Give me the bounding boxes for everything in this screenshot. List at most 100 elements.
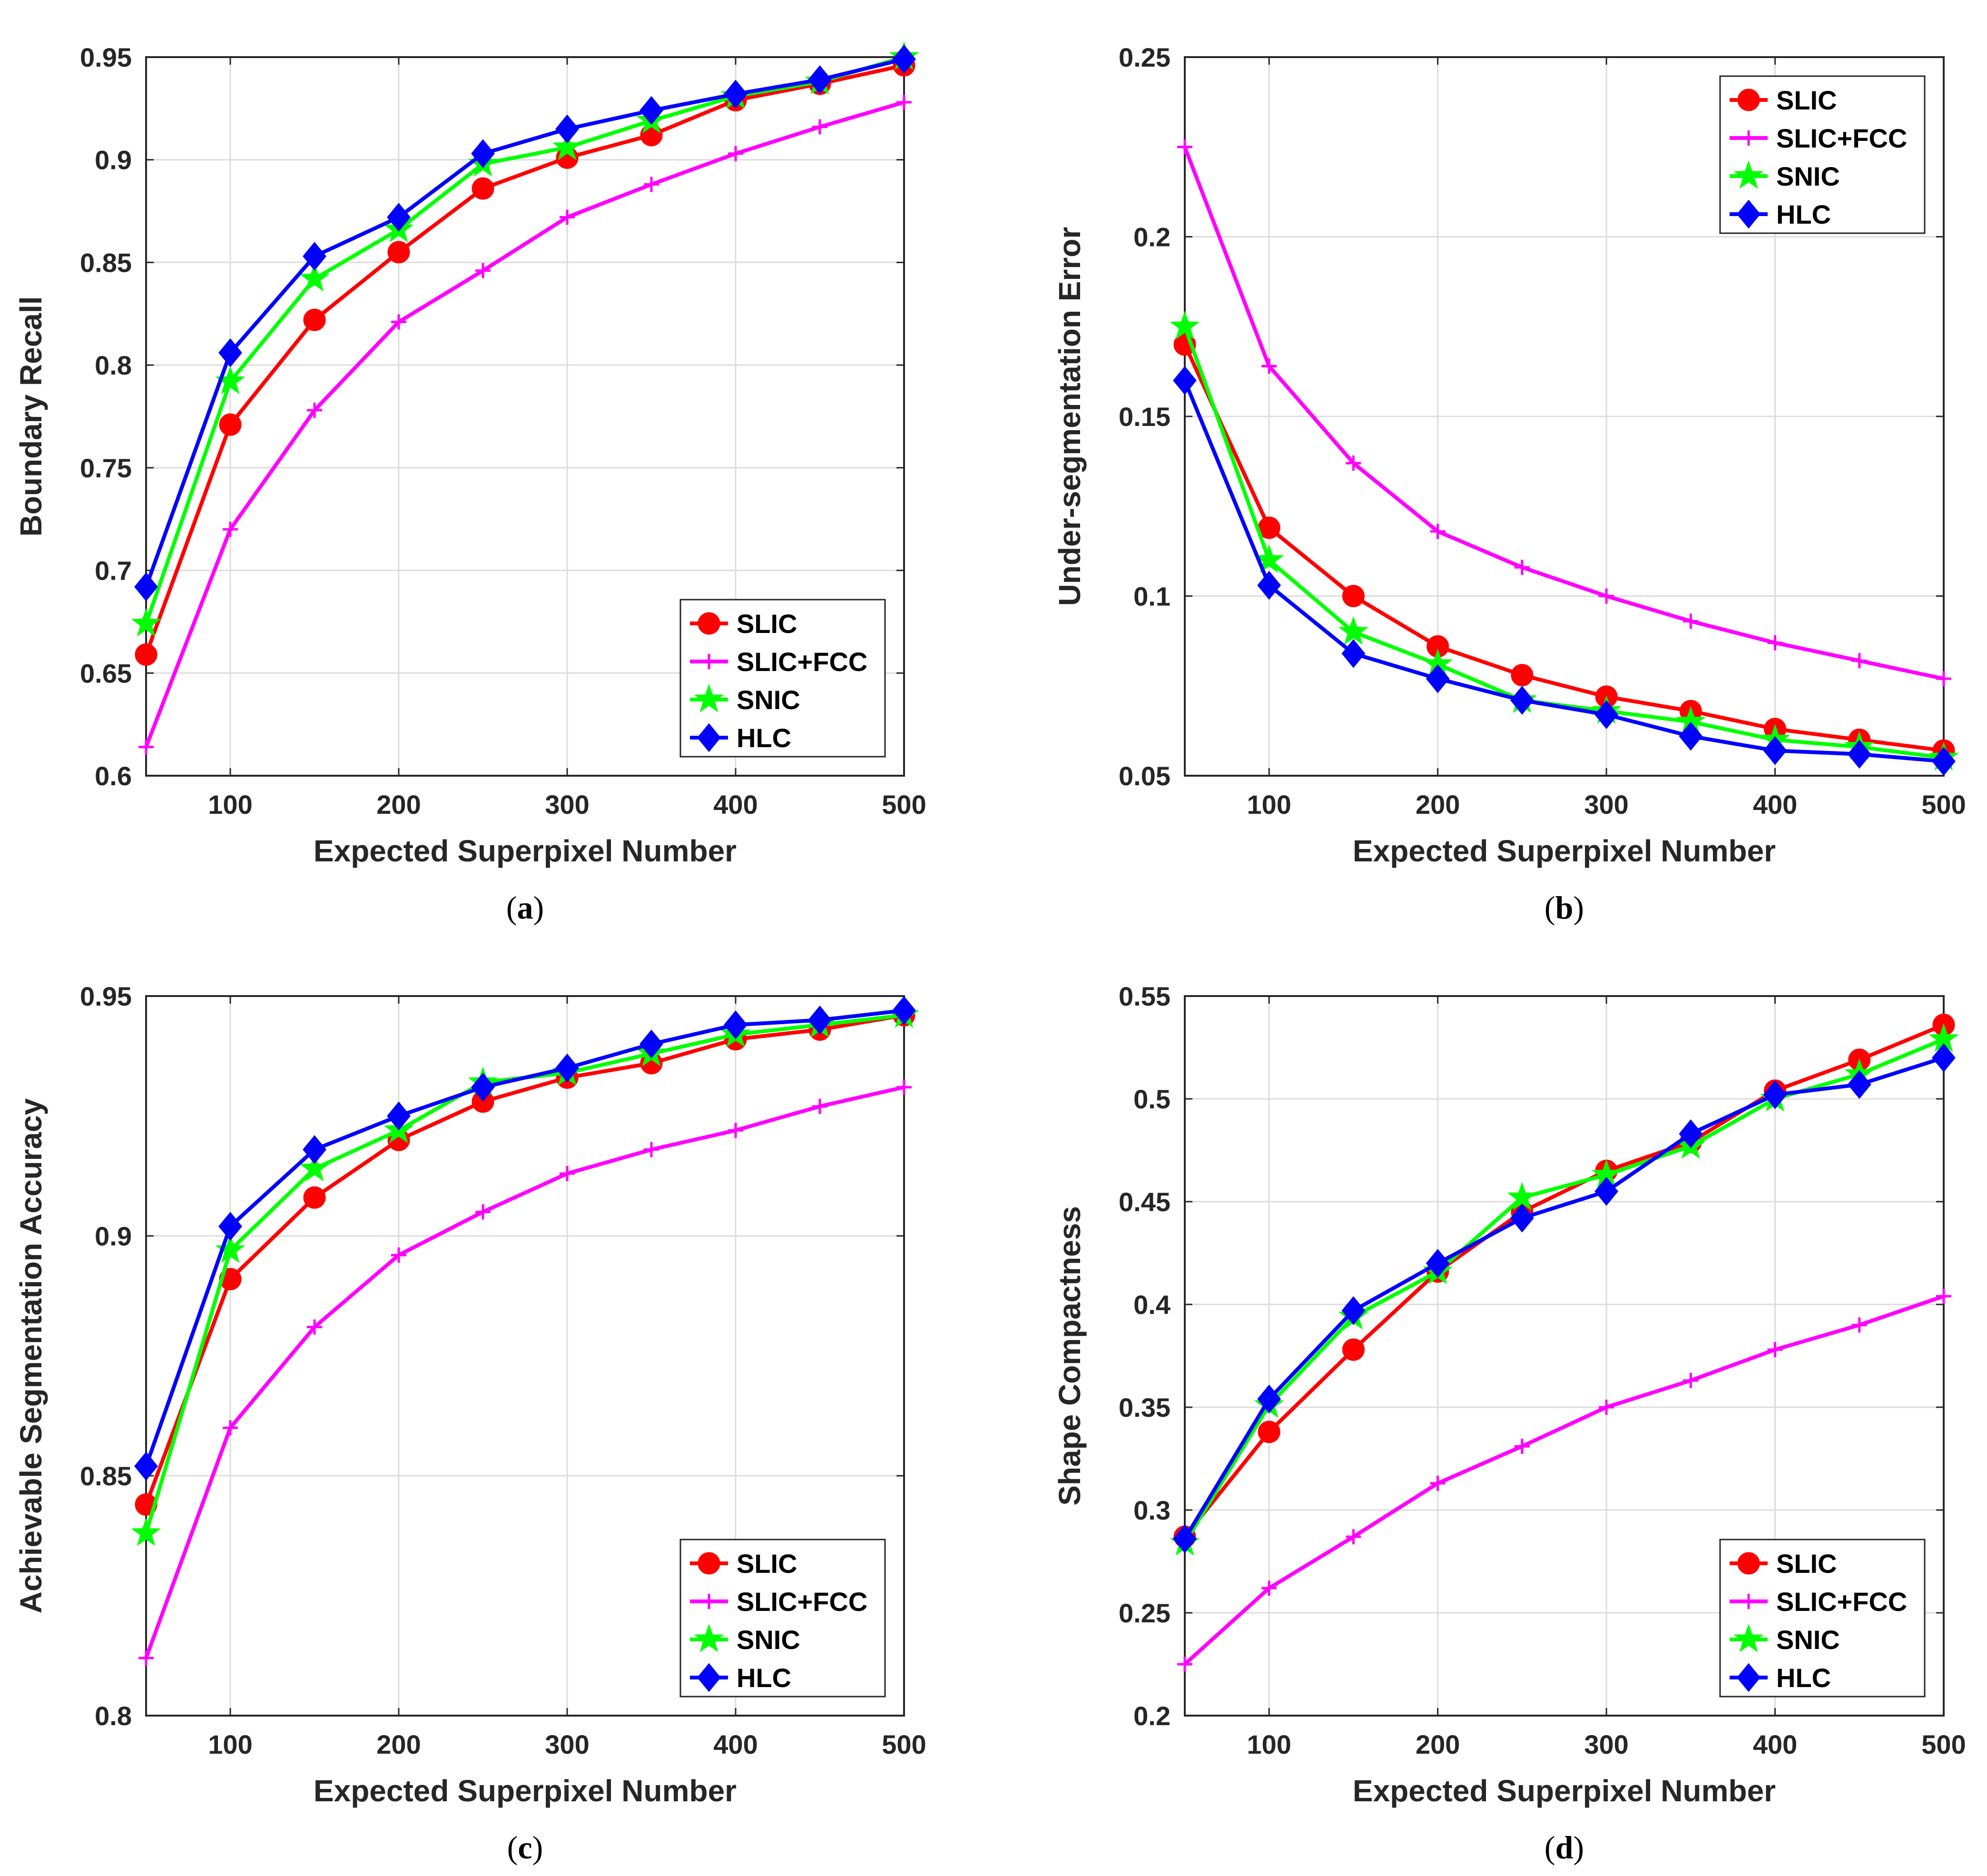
x-tick-label: 400	[1753, 1729, 1797, 1759]
data-point	[1346, 1529, 1361, 1545]
data-point	[728, 146, 743, 161]
legend-marker	[1741, 130, 1756, 146]
chart-panel-b: 100 200 300 400 500 0.05 0.1 0.15 0.2 0.25 Expecte…	[1053, 42, 1966, 926]
y-tick-label: 0.7	[95, 556, 132, 586]
data-point	[1763, 1080, 1787, 1109]
legend-label: SNIC	[1776, 161, 1840, 191]
legend-label: HLC	[1776, 199, 1831, 229]
data-point	[218, 1212, 242, 1241]
data-point	[303, 242, 326, 271]
legend-marker	[1737, 89, 1760, 111]
legend-entry: HLC	[1730, 1663, 1831, 1693]
legend-marker	[698, 1552, 720, 1575]
data-point	[1932, 747, 1956, 776]
legend-marker	[1737, 1663, 1761, 1692]
data-point	[1173, 1524, 1197, 1553]
data-point	[812, 1098, 827, 1114]
legend: SLIC SLIC+FCC SNIC HLC	[1719, 75, 1926, 234]
data-point	[724, 1010, 748, 1039]
data-point	[1847, 1070, 1871, 1099]
y-tick-label: 0.9	[95, 1221, 132, 1251]
legend-entry: SNIC	[1730, 160, 1840, 191]
legend-marker	[1741, 1594, 1756, 1609]
data-point	[1599, 588, 1614, 604]
legend-entry: HLC	[690, 1663, 791, 1693]
legend-entry: SLIC	[1730, 85, 1837, 115]
data-point	[387, 241, 410, 264]
y-tick-label: 0.85	[80, 247, 132, 277]
data-point	[812, 119, 827, 135]
x-axis-label: Expected Superpixel Number	[314, 1774, 737, 1808]
legend-entry: SLIC	[690, 609, 797, 639]
data-point	[303, 308, 326, 331]
data-point	[1338, 616, 1368, 645]
data-point	[896, 1079, 912, 1095]
data-point	[387, 1101, 411, 1131]
y-tick-label: 0.6	[95, 761, 132, 791]
x-axis-label: Expected Superpixel Number	[1353, 1774, 1776, 1808]
y-tick-label: 0.25	[1119, 42, 1171, 72]
chart-panel-c: 100 200 300 400 500 0.8 0.85 0.9 0.95 Expected Su…	[14, 981, 926, 1866]
data-point	[471, 1073, 495, 1102]
x-tick-label: 300	[1584, 1729, 1628, 1759]
series-line	[1183, 1294, 1945, 1666]
y-axis-label: Boundary Recall	[14, 296, 48, 536]
data-point	[1426, 1249, 1450, 1278]
data-point	[131, 1517, 161, 1546]
legend-entry: SNIC	[1730, 1623, 1840, 1655]
x-tick-label: 400	[713, 790, 757, 820]
y-tick-label: 0.35	[1119, 1392, 1171, 1422]
legend-label: SLIC	[737, 609, 797, 639]
data-point	[391, 314, 406, 330]
y-tick-label: 0.45	[1119, 1187, 1171, 1217]
y-tick-label: 0.95	[80, 981, 132, 1011]
x-tick-label: 300	[545, 1729, 589, 1759]
legend-label: SNIC	[737, 685, 800, 715]
data-point	[1683, 613, 1699, 629]
data-point	[472, 177, 494, 200]
series-line	[144, 1085, 905, 1659]
legend-label: SLIC+FCC	[737, 1587, 867, 1617]
legend-label: HLC	[737, 1663, 791, 1693]
series-line	[144, 1008, 905, 1467]
legend-label: HLC	[737, 723, 791, 753]
data-point	[471, 139, 495, 168]
x-tick-label: 200	[376, 790, 421, 820]
data-point	[1342, 585, 1365, 607]
x-tick-label: 500	[882, 1729, 926, 1759]
series-line	[144, 55, 905, 625]
y-axis-label: Achievable Segmentation Accuracy	[14, 1098, 48, 1613]
axes-box	[1184, 995, 1945, 1717]
data-point	[223, 522, 238, 537]
data-point	[299, 1153, 330, 1182]
legend: SLIC SLIC+FCC SNIC HLC	[679, 599, 886, 758]
y-tick-label: 0.5	[1133, 1084, 1171, 1114]
data-point	[131, 608, 161, 637]
y-tick-label: 0.25	[1119, 1598, 1171, 1628]
legend-entry: HLC	[690, 723, 791, 753]
x-axis-label: Expected Superpixel Number	[1353, 834, 1776, 868]
chart-panel-d: 100 200 300 400 500 0.2 0.25 0.3 0.35 0.4 0.45 0.5 0…	[1053, 981, 1966, 1866]
data-point	[215, 1234, 246, 1263]
x-tick-label: 200	[376, 1729, 421, 1759]
data-point	[1683, 1372, 1699, 1388]
x-tick-label: 100	[208, 1729, 252, 1759]
data-point	[1851, 653, 1867, 669]
y-axis-label: Shape Compactness	[1053, 1206, 1087, 1506]
x-tick-label: 100	[208, 790, 252, 820]
panel-caption: (b)	[1544, 889, 1584, 926]
legend-marker	[698, 612, 720, 635]
data-point	[644, 177, 659, 192]
x-tick-label: 500	[1921, 790, 1966, 820]
data-point	[639, 96, 663, 125]
y-tick-label: 0.9	[95, 145, 132, 175]
legend-marker	[701, 654, 717, 669]
chart-panel-a: 100 200 300 400 500 0.6 0.65 0.7 0.75 0.8 0.85 0.9 0…	[14, 41, 926, 926]
legend-entry: SLIC	[690, 1549, 797, 1579]
data-point	[134, 572, 158, 602]
data-point	[1346, 455, 1361, 471]
data-point	[1510, 686, 1534, 715]
data-point	[1763, 736, 1787, 765]
data-point	[1430, 523, 1446, 539]
legend-entry: SLIC+FCC	[690, 1587, 867, 1617]
